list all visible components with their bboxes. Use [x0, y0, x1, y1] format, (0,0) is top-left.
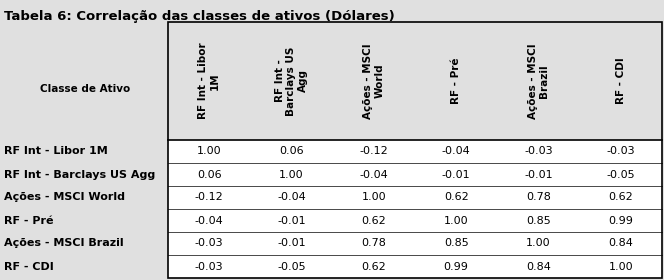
- Bar: [168, 140, 662, 278]
- Text: -0.01: -0.01: [277, 216, 306, 225]
- Text: 1.00: 1.00: [197, 146, 222, 157]
- Text: 0.99: 0.99: [608, 216, 633, 225]
- Text: 0.78: 0.78: [526, 193, 551, 202]
- Text: RF Int - Barclays US Agg: RF Int - Barclays US Agg: [4, 169, 155, 179]
- Text: 1.00: 1.00: [279, 169, 304, 179]
- Text: -0.03: -0.03: [606, 146, 635, 157]
- Text: 0.06: 0.06: [197, 169, 222, 179]
- Text: RF - CDI: RF - CDI: [616, 58, 626, 104]
- Text: Tabela 6: Correlação das classes de ativos (Dólares): Tabela 6: Correlação das classes de ativ…: [4, 10, 395, 23]
- Text: 1.00: 1.00: [608, 262, 633, 272]
- Text: 0.84: 0.84: [526, 262, 551, 272]
- Text: -0.01: -0.01: [442, 169, 471, 179]
- Text: RF - Pré: RF - Pré: [451, 58, 461, 104]
- Text: RF - CDI: RF - CDI: [4, 262, 54, 272]
- Text: -0.04: -0.04: [195, 216, 224, 225]
- Bar: [168, 22, 662, 278]
- Text: 0.85: 0.85: [526, 216, 551, 225]
- Text: -0.12: -0.12: [359, 146, 388, 157]
- Text: -0.01: -0.01: [524, 169, 553, 179]
- Text: RF - Pré: RF - Pré: [4, 216, 54, 225]
- Text: -0.04: -0.04: [359, 169, 388, 179]
- Text: RF Int - Libor 1M: RF Int - Libor 1M: [4, 146, 108, 157]
- Text: Ações - MSCI World: Ações - MSCI World: [4, 193, 125, 202]
- Text: 0.62: 0.62: [608, 193, 633, 202]
- Text: Ações - MSCI
World: Ações - MSCI World: [363, 43, 384, 119]
- Text: -0.01: -0.01: [277, 239, 306, 249]
- Text: -0.03: -0.03: [195, 262, 224, 272]
- Text: RF Int -
Barclays US
Agg: RF Int - Barclays US Agg: [275, 46, 308, 116]
- Text: -0.04: -0.04: [277, 193, 306, 202]
- Text: RF Int - Libor
1M: RF Int - Libor 1M: [199, 43, 220, 119]
- Text: 1.00: 1.00: [526, 239, 551, 249]
- Text: 1.00: 1.00: [361, 193, 386, 202]
- Text: 0.85: 0.85: [444, 239, 469, 249]
- Text: -0.04: -0.04: [442, 146, 471, 157]
- Text: 0.06: 0.06: [279, 146, 304, 157]
- Text: 0.62: 0.62: [361, 216, 386, 225]
- Text: 0.84: 0.84: [608, 239, 633, 249]
- Text: Ações - MSCI Brazil: Ações - MSCI Brazil: [4, 239, 124, 249]
- Text: 1.00: 1.00: [444, 216, 469, 225]
- Text: 0.99: 0.99: [444, 262, 469, 272]
- Text: -0.03: -0.03: [524, 146, 553, 157]
- Text: 0.78: 0.78: [361, 239, 386, 249]
- Text: -0.03: -0.03: [195, 239, 224, 249]
- Text: 0.62: 0.62: [361, 262, 386, 272]
- Text: -0.05: -0.05: [277, 262, 306, 272]
- Text: Ações - MSCI
Brazil: Ações - MSCI Brazil: [528, 43, 549, 119]
- Text: -0.12: -0.12: [195, 193, 224, 202]
- Text: Classe de Ativo: Classe de Ativo: [40, 84, 130, 94]
- Text: -0.05: -0.05: [606, 169, 635, 179]
- Text: 0.62: 0.62: [444, 193, 469, 202]
